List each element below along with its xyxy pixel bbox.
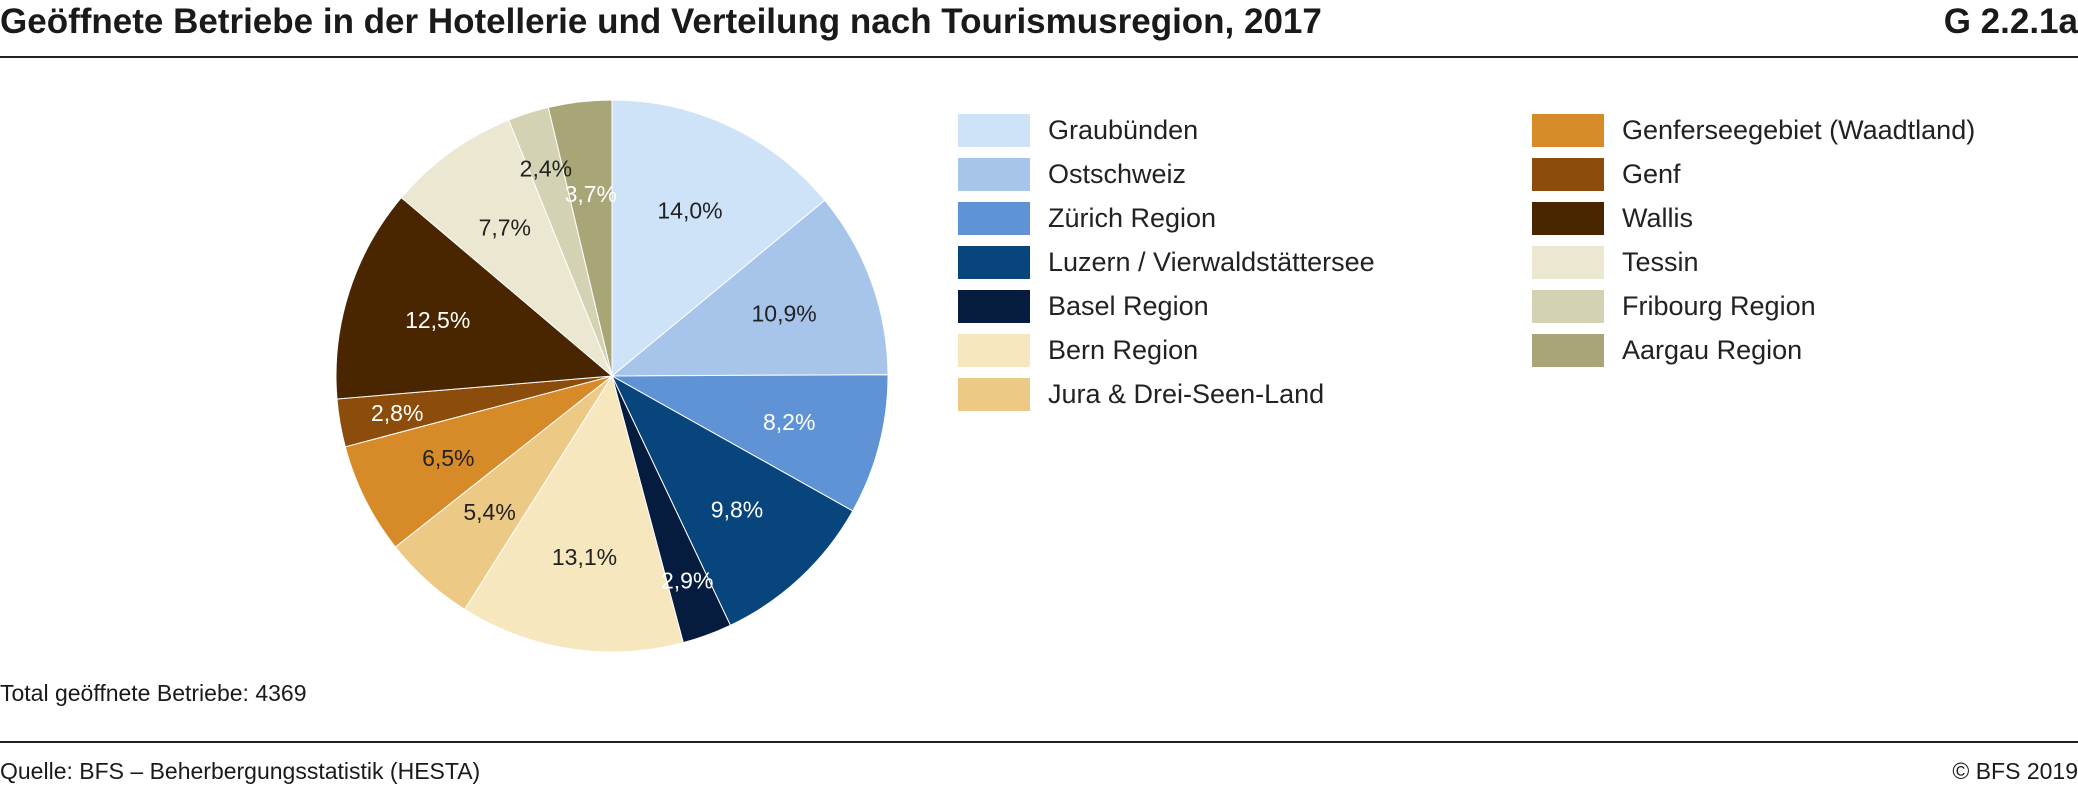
chart-title: Geöffnete Betriebe in der Hotellerie und…: [0, 2, 1322, 41]
legend-item: Zürich Region: [958, 196, 1375, 240]
legend-label: Jura & Drei-Seen-Land: [1048, 378, 1325, 409]
pie-data-label-9: 12,5%: [405, 307, 470, 333]
legend-label: Genferseegebiet (Waadtland): [1622, 114, 1976, 145]
pie-data-label-0: 14,0%: [657, 198, 722, 224]
legend-label: Fribourg Region: [1622, 290, 1816, 321]
legend-item: Genf: [1532, 152, 1975, 196]
legend-column-1: Graubünden Ostschweiz Zürich Region Luze…: [958, 108, 1375, 416]
legend-swatch: [958, 245, 1030, 279]
legend-item: Aargau Region: [1532, 328, 1975, 372]
legend-label: Genf: [1622, 158, 1681, 189]
pie-slice-12: [547, 99, 613, 377]
legend-column-2: Genferseegebiet (Waadtland) Genf Wallis …: [1532, 108, 1975, 372]
bottom-divider: [0, 741, 2078, 743]
pie-data-label-3: 9,8%: [711, 497, 763, 523]
legend-label: Ostschweiz: [1048, 158, 1187, 189]
legend-item: Genferseegebiet (Waadtland): [1532, 108, 1975, 152]
pie-data-label-6: 5,4%: [463, 499, 515, 525]
legend-swatch: [1532, 245, 1604, 279]
pie-data-label-4: 2,9%: [661, 568, 713, 594]
pie-slice-5: [464, 374, 684, 653]
legend-swatch: [1532, 289, 1604, 323]
pie-chart: 14,0% 10,9% 8,2% 9,8% 2,9% 13,1% 5,4% 6,5% 2,8% 1…: [335, 99, 889, 653]
legend-swatch: [1532, 333, 1604, 367]
legend-swatch: [1532, 157, 1604, 191]
legend-item: Wallis: [1532, 196, 1975, 240]
legend-item: Jura & Drei-Seen-Land: [958, 372, 1375, 416]
pie-data-label-8: 2,8%: [371, 400, 423, 426]
legend-item: Graubünden: [958, 108, 1375, 152]
legend-swatch: [1532, 113, 1604, 147]
legend-label: Graubünden: [1048, 114, 1199, 145]
pie-data-label-1: 10,9%: [751, 301, 816, 327]
legend-swatch: [958, 157, 1030, 191]
legend-label: Basel Region: [1048, 290, 1209, 321]
pie-slice-9: [335, 196, 614, 400]
pie-slice-2: [610, 374, 889, 512]
pie-slice-1: [610, 199, 889, 377]
pie-slice-10: [400, 119, 613, 377]
legend-swatch: [958, 289, 1030, 323]
legend-item: Fribourg Region: [1532, 284, 1975, 328]
pie-data-label-10: 7,7%: [479, 215, 531, 241]
legend-item: Ostschweiz: [958, 152, 1375, 196]
chart-code: G 2.2.1a: [1943, 2, 2078, 41]
legend-swatch: [958, 333, 1030, 367]
pie-slice-7: [344, 375, 613, 548]
legend-label: Zürich Region: [1048, 202, 1217, 233]
pie-data-label-5: 13,1%: [552, 544, 617, 570]
pie-data-label-12: 3,7%: [565, 181, 617, 207]
total-note: Total geöffnete Betriebe: 4369: [0, 680, 307, 706]
legend-swatch: [958, 201, 1030, 235]
legend-swatch: [958, 377, 1030, 411]
legend-label: Bern Region: [1048, 334, 1199, 365]
legend-label: Luzern / Vierwaldstättersee: [1048, 246, 1375, 277]
legend-swatch: [958, 113, 1030, 147]
legend-label: Wallis: [1622, 202, 1693, 233]
legend-item: Basel Region: [958, 284, 1375, 328]
legend-item: Tessin: [1532, 240, 1975, 284]
top-divider: [0, 56, 2078, 58]
pie-data-label-7: 6,5%: [422, 445, 474, 471]
legend-label: Tessin: [1622, 246, 1699, 277]
pie-slice-0: [611, 99, 826, 378]
legend-swatch: [1532, 201, 1604, 235]
pie-slice-3: [610, 374, 854, 626]
legend-item: Luzern / Vierwaldstättersee: [958, 240, 1375, 284]
legend-label: Aargau Region: [1622, 334, 1803, 365]
legend-item: Bern Region: [958, 328, 1375, 372]
copyright-note: © BFS 2019: [1952, 758, 2078, 784]
pie-data-label-2: 8,2%: [763, 409, 815, 435]
source-note: Quelle: BFS – Beherbergungsstatistik (HE…: [0, 758, 481, 784]
pie-data-label-11: 2,4%: [520, 155, 572, 181]
